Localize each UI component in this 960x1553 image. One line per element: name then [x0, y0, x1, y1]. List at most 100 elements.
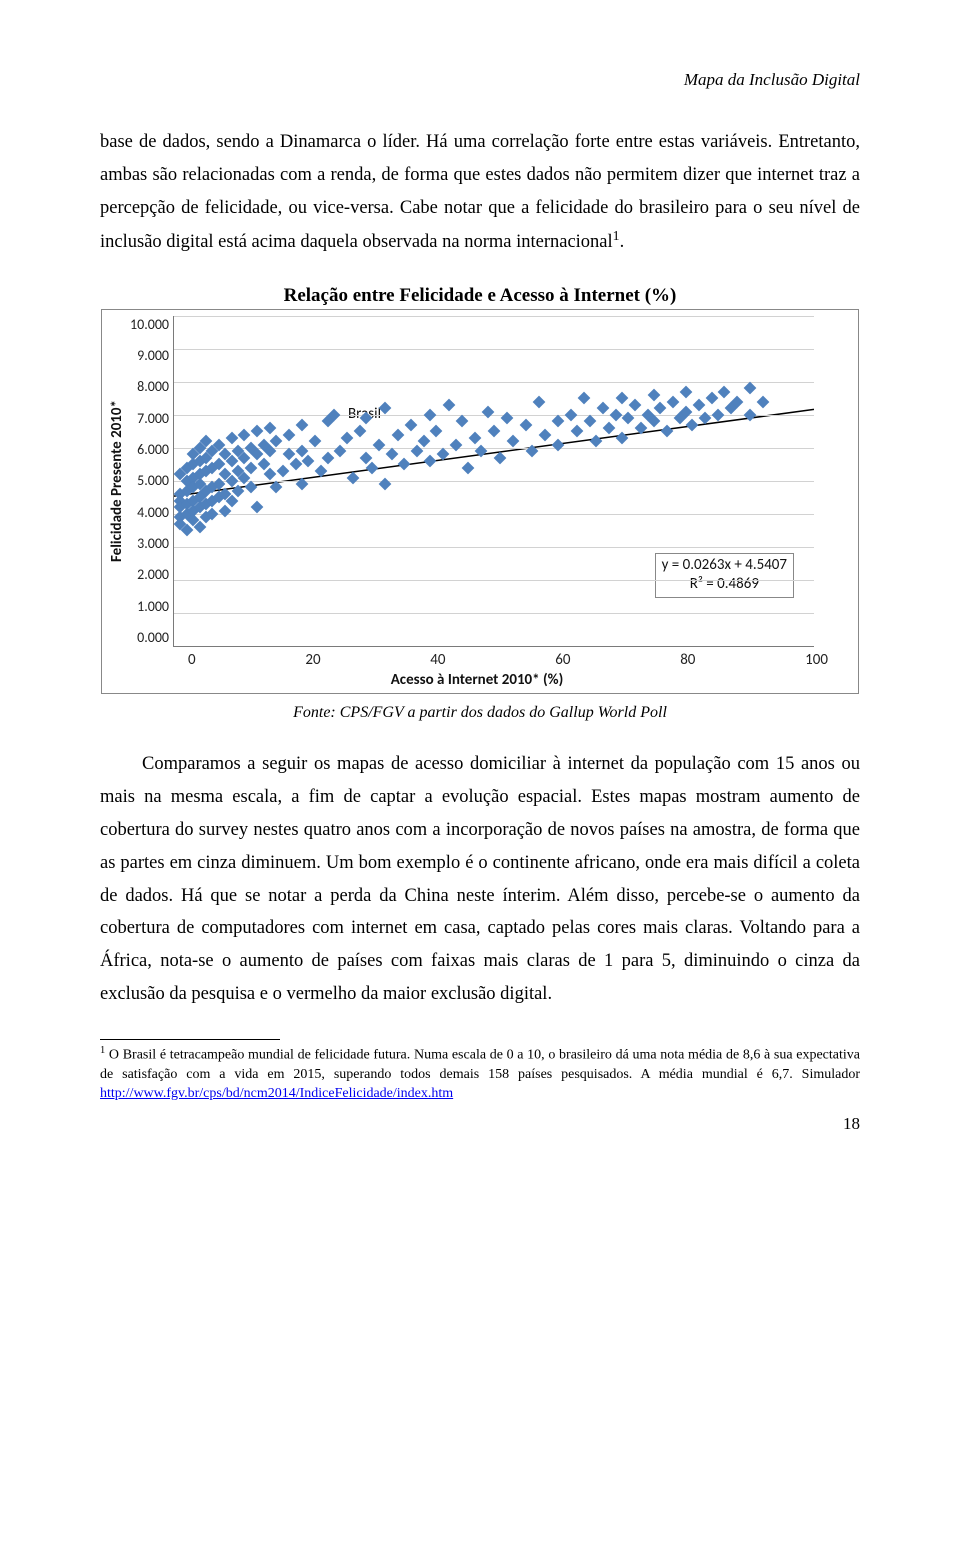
chart-point — [705, 392, 718, 405]
paragraph-1: base de dados, sendo a Dinamarca o líder… — [100, 126, 860, 259]
chart-point — [468, 432, 481, 445]
chart-point — [398, 458, 411, 471]
chart-point — [347, 471, 360, 484]
chart-point — [494, 451, 507, 464]
chart-point — [699, 412, 712, 425]
scatter-chart: Felicidade Presente 2010* 10.0009.0008.0… — [101, 309, 859, 694]
chart-point — [712, 408, 725, 421]
chart-point — [296, 478, 309, 491]
chart-y-tick: 0.000 — [137, 629, 169, 646]
footnote-link[interactable]: http://www.fgv.br/cps/bd/ncm2014/IndiceF… — [100, 1086, 453, 1101]
chart-point — [590, 435, 603, 448]
chart-point — [718, 385, 731, 398]
footnote-ref-1: 1 — [613, 229, 620, 244]
running-head: Mapa da Inclusão Digital — [100, 70, 860, 90]
footnote-rule — [100, 1039, 280, 1040]
chart-point — [616, 392, 629, 405]
paragraph-1-text: base de dados, sendo a Dinamarca o líder… — [100, 132, 860, 252]
chart-y-ticks: 10.0009.0008.0007.0006.0005.0004.0003.00… — [128, 316, 173, 646]
chart-x-tick: 100 — [805, 651, 828, 669]
chart-point — [251, 501, 264, 514]
chart-point — [584, 415, 597, 428]
chart-point — [648, 389, 661, 402]
chart-point — [283, 428, 296, 441]
chart-point — [532, 395, 545, 408]
chart-point — [488, 425, 501, 438]
chart-point — [392, 428, 405, 441]
chart-point — [219, 504, 232, 517]
chart-equation-line1: y = 0.0263x + 4.5407 — [662, 556, 787, 576]
chart-point — [296, 418, 309, 431]
chart-point — [424, 408, 437, 421]
chart-point — [436, 448, 449, 461]
chart-y-tick: 4.000 — [137, 504, 169, 521]
chart-point — [417, 435, 430, 448]
chart-y-tick: 7.000 — [137, 410, 169, 427]
chart-point — [744, 382, 757, 395]
chart-point — [302, 455, 315, 468]
chart-x-ticks: 020406080100 — [188, 651, 828, 669]
chart-point — [660, 425, 673, 438]
chart-equation-line2: R² = 0.4869 — [662, 575, 787, 595]
paragraph-2: Comparamos a seguir os mapas de acesso d… — [100, 748, 860, 1011]
chart-title: Relação entre Felicidade e Acesso à Inte… — [100, 285, 860, 307]
chart-point — [680, 385, 693, 398]
chart-point — [526, 445, 539, 458]
chart-point — [571, 425, 584, 438]
chart-point — [244, 481, 257, 494]
chart-x-tick: 80 — [680, 651, 695, 669]
chart-x-tick: 40 — [430, 651, 445, 669]
chart-point — [475, 445, 488, 458]
footnote-1: 1 O Brasil é tetracampeão mundial de fel… — [100, 1044, 860, 1103]
chart-point — [244, 461, 257, 474]
chart-point — [411, 445, 424, 458]
chart-point — [270, 481, 283, 494]
chart-point — [308, 435, 321, 448]
chart-point — [462, 461, 475, 474]
chart-point — [276, 465, 289, 478]
chart-point — [628, 399, 641, 412]
chart-y-tick: 5.000 — [137, 472, 169, 489]
chart-point — [481, 405, 494, 418]
chart-point — [372, 438, 385, 451]
chart-y-tick: 10.000 — [130, 316, 169, 333]
chart-point — [744, 408, 757, 421]
chart-point — [443, 399, 456, 412]
chart-point — [264, 468, 277, 481]
chart-point — [692, 399, 705, 412]
chart-y-tick: 2.000 — [137, 566, 169, 583]
chart-point — [635, 422, 648, 435]
chart-y-axis-label: Felicidade Presente 2010* — [106, 316, 128, 647]
chart-point — [251, 425, 264, 438]
chart-y-tick: 1.000 — [137, 598, 169, 615]
chart-point — [609, 408, 622, 421]
chart-x-axis-label: Acesso à Internet 2010* (%) — [106, 671, 848, 689]
chart-point — [321, 451, 334, 464]
chart-point — [238, 428, 251, 441]
chart-point — [315, 465, 328, 478]
chart-point — [539, 428, 552, 441]
footnote-text: O Brasil é tetracampeão mundial de felic… — [100, 1048, 860, 1082]
chart-point — [603, 422, 616, 435]
chart-x-tick: 60 — [555, 651, 570, 669]
chart-point — [616, 432, 629, 445]
chart-point — [225, 432, 238, 445]
chart-plot-area: Brasil y = 0.0263x + 4.5407 R² = 0.4869 — [173, 316, 814, 647]
chart-point — [264, 422, 277, 435]
chart-point — [654, 402, 667, 415]
chart-point — [404, 418, 417, 431]
chart-y-tick: 3.000 — [137, 535, 169, 552]
chart-y-tick: 9.000 — [137, 347, 169, 364]
chart-point — [449, 438, 462, 451]
chart-equation-box: y = 0.0263x + 4.5407 R² = 0.4869 — [655, 553, 794, 598]
chart-point — [596, 402, 609, 415]
chart-point — [340, 432, 353, 445]
chart-point — [379, 478, 392, 491]
chart-source: Fonte: CPS/FGV a partir dos dados do Gal… — [100, 704, 860, 722]
chart-point — [500, 412, 513, 425]
chart-x-tick: 20 — [305, 651, 320, 669]
chart-point — [334, 445, 347, 458]
paragraph-1-end: . — [620, 232, 625, 252]
chart-point — [686, 418, 699, 431]
chart-point — [353, 425, 366, 438]
